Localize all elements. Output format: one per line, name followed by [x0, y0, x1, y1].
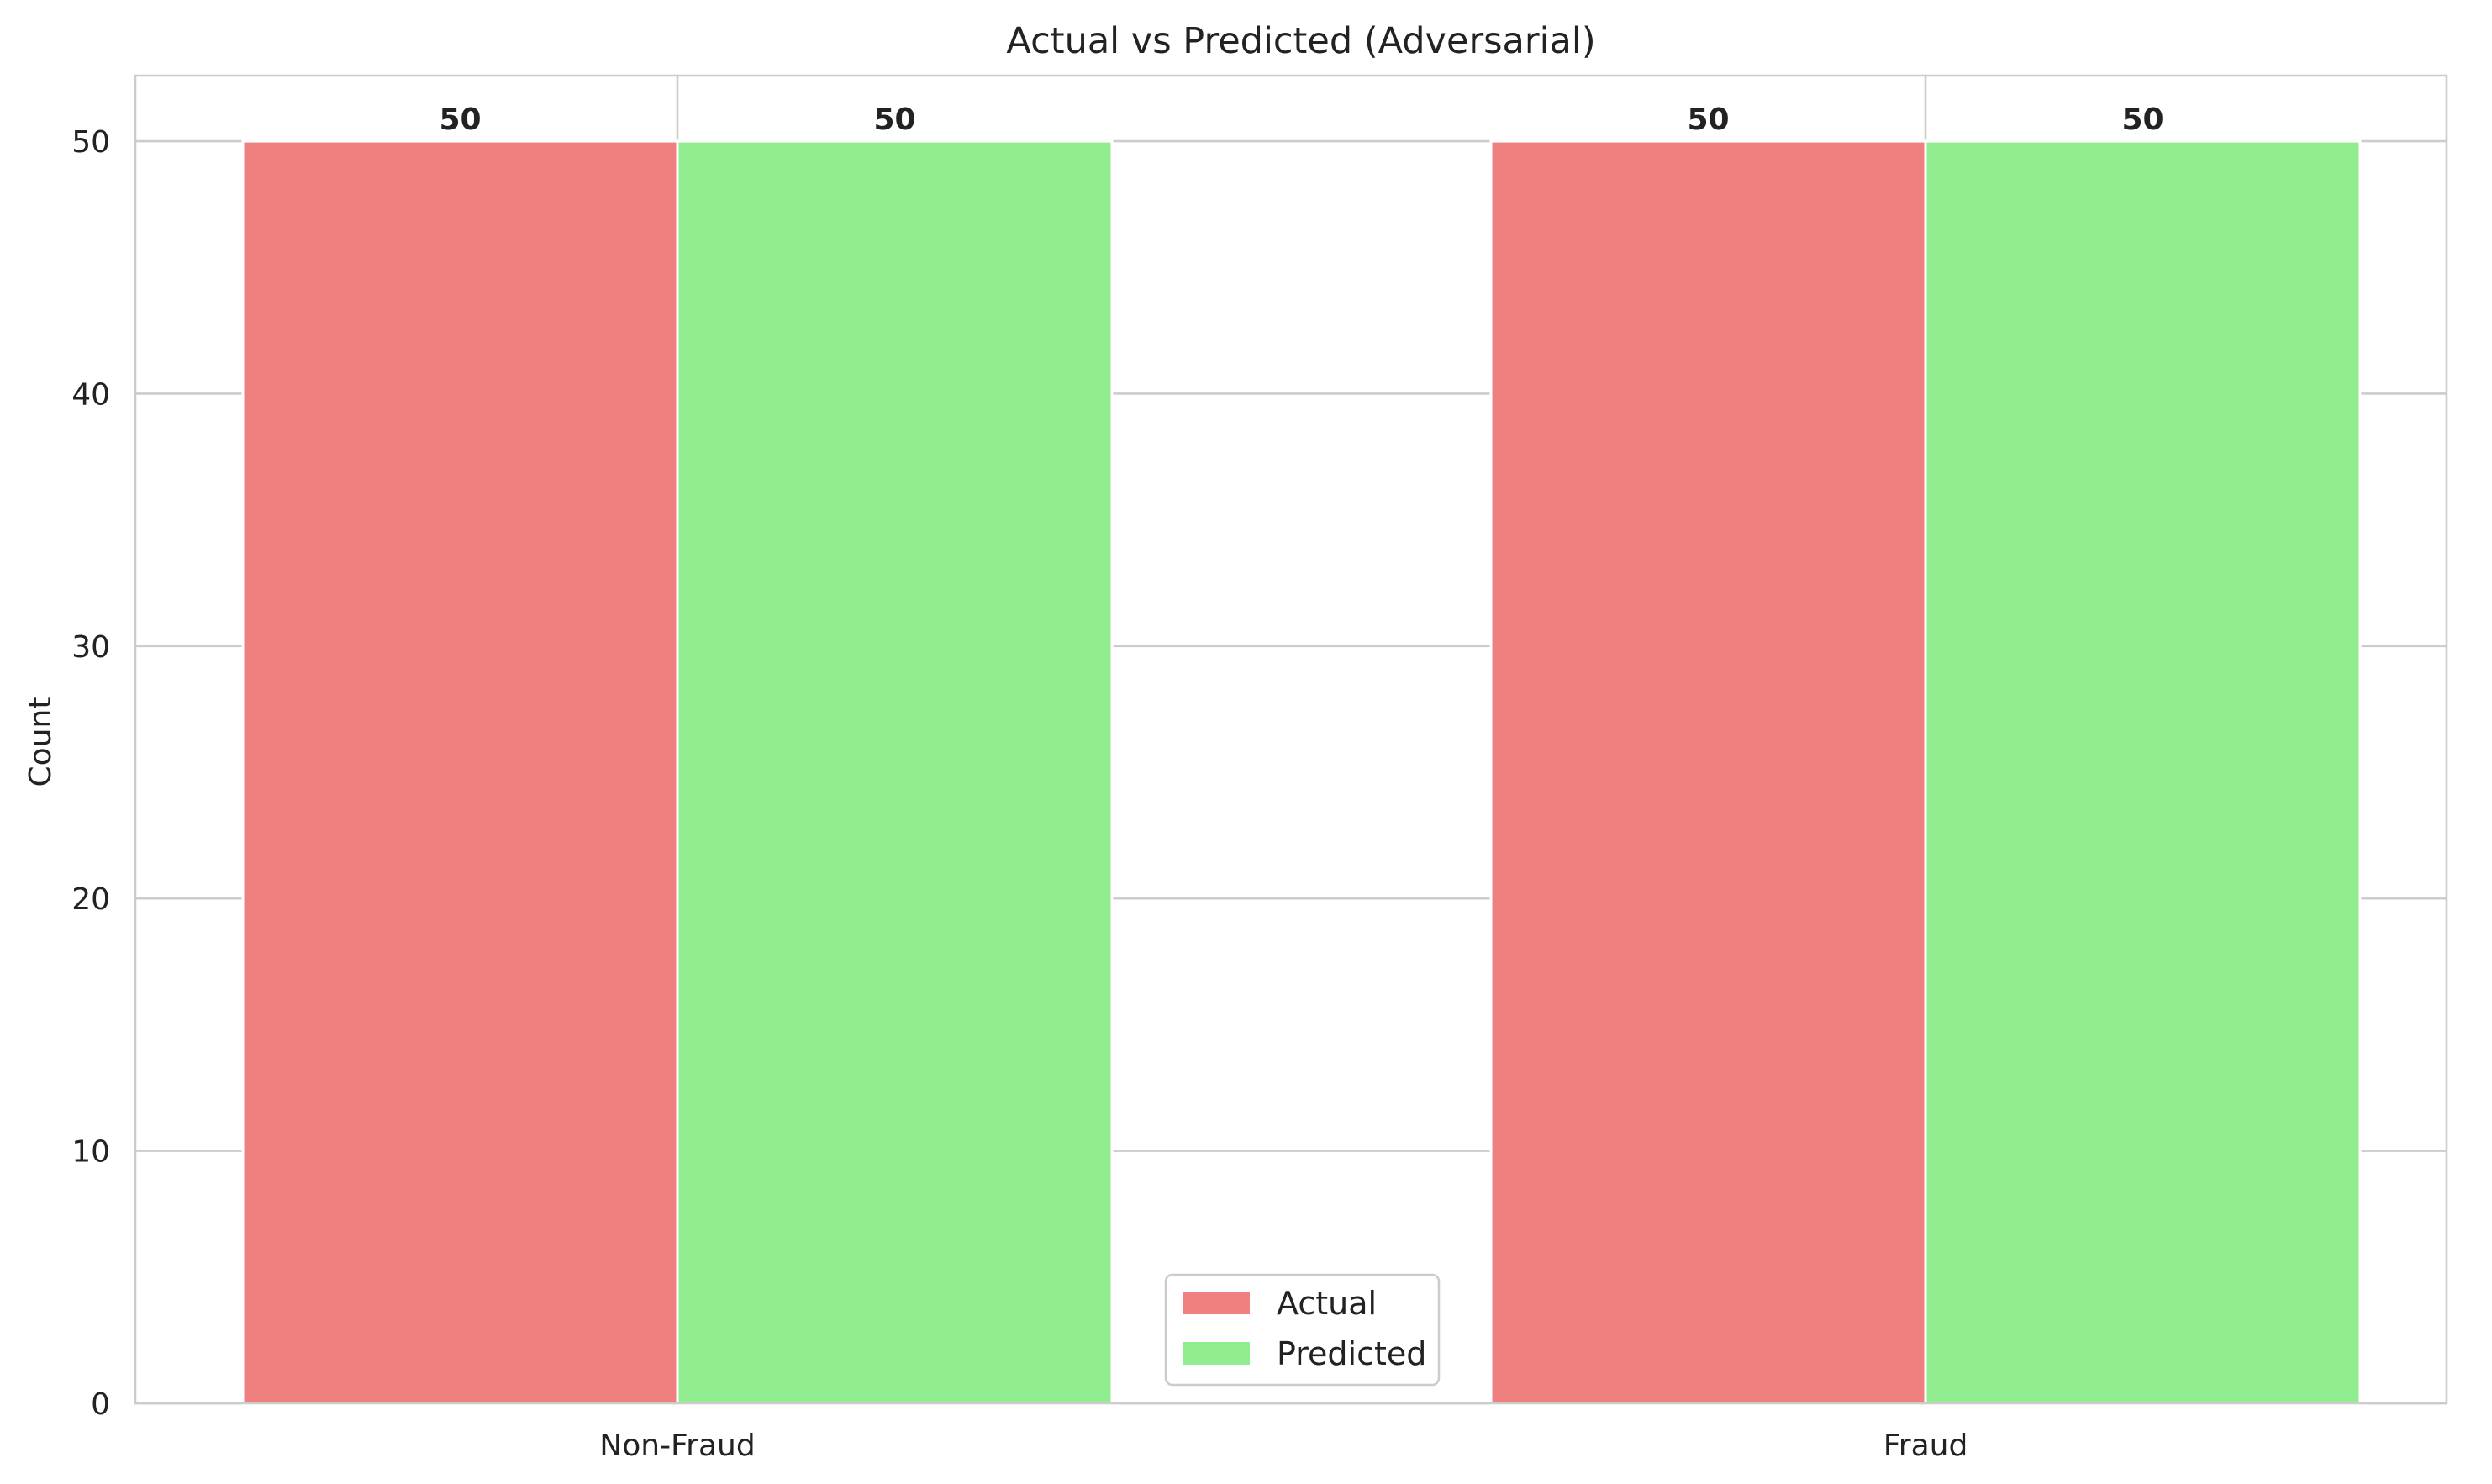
bar-value-label: 50: [439, 103, 481, 137]
legend-swatch: [1183, 1292, 1250, 1314]
bar-value-label: 50: [873, 103, 915, 137]
data-labels: 50 50 50 50: [439, 103, 2163, 137]
y-tick-label: 40: [71, 377, 110, 412]
y-axis-label: Count: [24, 697, 58, 787]
bar-actual-fraud: [1489, 139, 1927, 1405]
legend-label: Predicted: [1277, 1335, 1426, 1372]
y-tick-label: 50: [71, 125, 110, 160]
bar-predicted-non-fraud: [676, 139, 1114, 1405]
legend-swatch: [1183, 1342, 1250, 1365]
legend: Actual Predicted: [1164, 1273, 1441, 1387]
x-tick-label: Non-Fraud: [599, 1429, 755, 1463]
y-tick-label: 20: [71, 882, 110, 917]
axis-ticks: 0 10 20 30 40 50 Non-Fraud Fraud: [71, 125, 1968, 1463]
x-tick-label: Fraud: [1883, 1429, 1968, 1463]
chart-title: Actual vs Predicted (Adversarial): [1006, 20, 1595, 62]
y-tick-label: 30: [71, 630, 110, 665]
y-tick-label: 0: [91, 1387, 110, 1422]
plot-frame: [134, 74, 2448, 1405]
bar-actual-non-fraud: [241, 139, 679, 1405]
y-tick-label: 10: [71, 1135, 110, 1170]
bar-value-label: 50: [2121, 103, 2163, 137]
bar-value-label: 50: [1687, 103, 1729, 137]
legend-label: Actual: [1277, 1285, 1377, 1322]
bars: [241, 139, 2362, 1405]
bar-predicted-fraud: [1924, 139, 2362, 1405]
